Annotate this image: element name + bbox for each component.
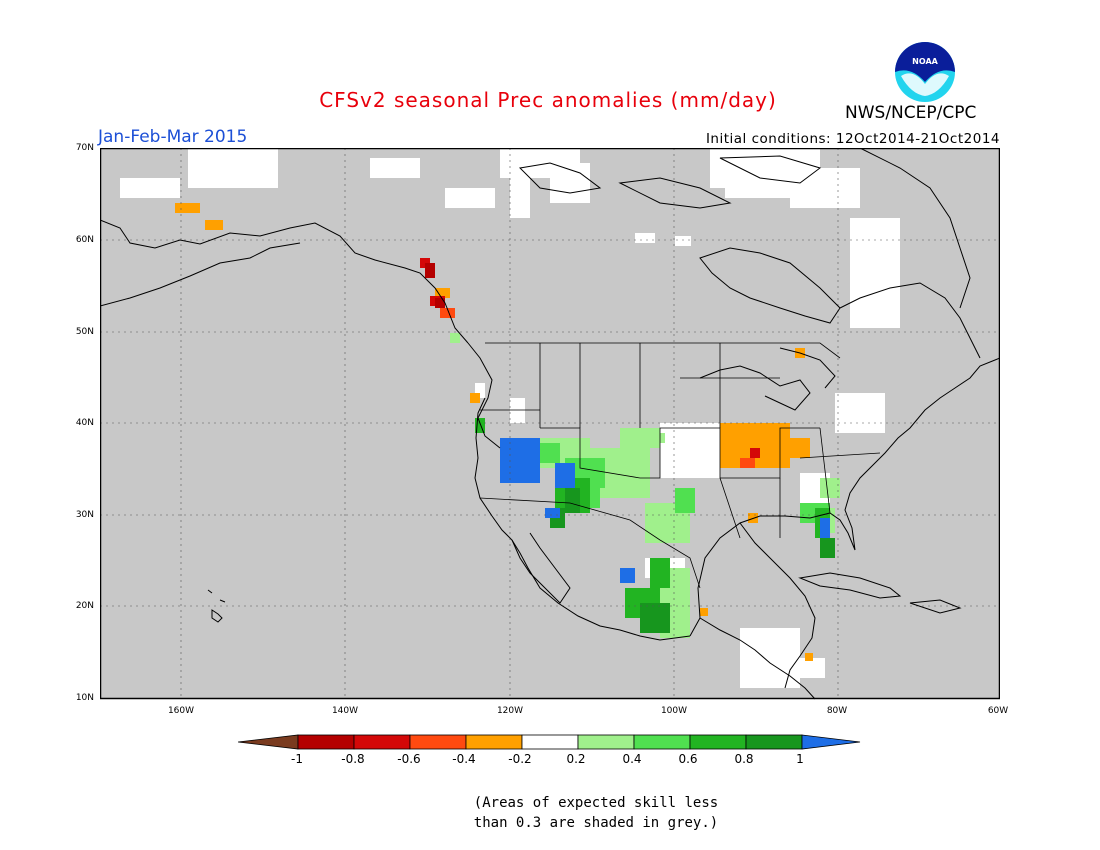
colorbar-label: 0.4 xyxy=(622,752,642,766)
anomaly-cell xyxy=(820,518,830,538)
anomaly-cell xyxy=(635,233,655,243)
anomaly-cell xyxy=(785,438,810,458)
anomaly-cells xyxy=(120,148,900,688)
anomaly-cell xyxy=(475,383,485,398)
political-borders xyxy=(479,342,881,589)
colorbar-label: -1 xyxy=(291,752,303,766)
lon-label: 120W xyxy=(496,706,524,716)
colorbar-segment xyxy=(745,734,803,750)
anomaly-cell xyxy=(640,603,670,633)
anomaly-cell xyxy=(120,178,180,198)
anomaly-cell xyxy=(700,608,708,616)
map-frame xyxy=(100,148,1000,700)
anomaly-cell xyxy=(475,418,485,433)
anomaly-cell xyxy=(435,298,445,308)
anomaly-cell xyxy=(425,263,435,278)
lon-label: 80W xyxy=(826,706,848,716)
anomaly-cell xyxy=(435,288,450,298)
noaa-logo: NOAA xyxy=(895,42,955,102)
chart-title: CFSv2 seasonal Prec anomalies (mm/day) xyxy=(319,88,777,112)
lat-label: 60N xyxy=(75,235,94,245)
anomaly-cell xyxy=(470,393,480,403)
colorbar-segment xyxy=(465,734,523,750)
colorbar-segment xyxy=(689,734,747,750)
anomaly-cell xyxy=(445,188,495,208)
anomaly-cell xyxy=(805,653,813,661)
lat-label: 20N xyxy=(75,601,94,611)
coastlines xyxy=(100,148,1000,700)
anomaly-cell xyxy=(370,158,420,178)
lat-label: 50N xyxy=(75,327,94,337)
precip-anomaly-map xyxy=(100,148,1000,700)
lat-label: 10N xyxy=(75,693,94,703)
lat-label: 70N xyxy=(75,143,94,153)
anomaly-cell xyxy=(740,458,755,468)
anomaly-cell xyxy=(205,220,223,230)
anomaly-cell xyxy=(440,308,455,318)
colorbar-label: 0.2 xyxy=(566,752,586,766)
anomaly-cell xyxy=(650,558,670,588)
colorbar-segment xyxy=(577,734,635,750)
anomaly-cell xyxy=(540,443,560,463)
anomaly-cell xyxy=(510,173,530,218)
graticule xyxy=(100,148,1000,699)
colorbar xyxy=(238,734,861,750)
anomaly-cell xyxy=(510,398,525,423)
anomaly-cell xyxy=(555,463,575,488)
anomaly-cell xyxy=(175,203,200,213)
lon-label: 60W xyxy=(987,706,1009,716)
skill-note-line: (Areas of expected skill less xyxy=(473,795,719,811)
initial-conditions: Initial conditions: 12Oct2014-21Oct2014 xyxy=(705,131,1000,147)
anomaly-cell xyxy=(790,168,860,208)
lon-label: 160W xyxy=(167,706,195,716)
colorbar-label: 0.8 xyxy=(734,752,754,766)
anomaly-cell xyxy=(500,438,540,483)
skill-note-line: than 0.3 are shaded in grey.) xyxy=(473,815,719,831)
colorbar-label: -0.2 xyxy=(508,752,532,766)
colorbar-label: 1 xyxy=(796,752,804,766)
logo-text: NOAA xyxy=(912,57,938,66)
anomaly-cell xyxy=(820,478,840,498)
anomaly-cell xyxy=(820,538,835,558)
agency-label: NWS/NCEP/CPC xyxy=(845,103,977,123)
colorbar-label: -0.8 xyxy=(341,752,365,766)
lon-label: 100W xyxy=(660,706,688,716)
colorbar-label: -0.6 xyxy=(397,752,421,766)
colorbar-arrow-low xyxy=(238,734,299,750)
anomaly-cell xyxy=(795,658,825,678)
skill-note: (Areas of expected skill less than 0.3 a… xyxy=(0,793,1100,833)
anomaly-cell xyxy=(450,333,460,343)
anomaly-cell xyxy=(675,488,695,513)
colorbar-segment xyxy=(409,734,467,750)
colorbar-segment xyxy=(353,734,411,750)
anomaly-cell xyxy=(740,628,800,688)
anomaly-cell xyxy=(835,393,885,433)
anomaly-cell xyxy=(725,178,805,198)
anomaly-cell xyxy=(880,248,895,318)
forecast-period: Jan-Feb-Mar 2015 xyxy=(98,127,248,147)
anomaly-cell xyxy=(750,448,760,458)
anomaly-cell xyxy=(675,236,691,246)
colorbar-segment xyxy=(297,734,355,750)
lon-label: 140W xyxy=(331,706,359,716)
anomaly-cell xyxy=(620,428,660,448)
colorbar-label: -0.4 xyxy=(452,752,476,766)
lat-label: 30N xyxy=(75,510,94,520)
colorbar-segment xyxy=(633,734,691,750)
colorbar-arrow-high xyxy=(801,734,861,750)
anomaly-cell xyxy=(620,568,635,583)
anomaly-cell xyxy=(550,163,590,203)
lat-label: 40N xyxy=(75,418,94,428)
colorbar-label: 0.6 xyxy=(678,752,698,766)
colorbar-segment xyxy=(521,734,579,750)
anomaly-cell xyxy=(700,448,720,473)
anomaly-cell xyxy=(565,488,580,513)
anomaly-cell xyxy=(545,508,560,518)
anomaly-cell xyxy=(250,168,275,188)
